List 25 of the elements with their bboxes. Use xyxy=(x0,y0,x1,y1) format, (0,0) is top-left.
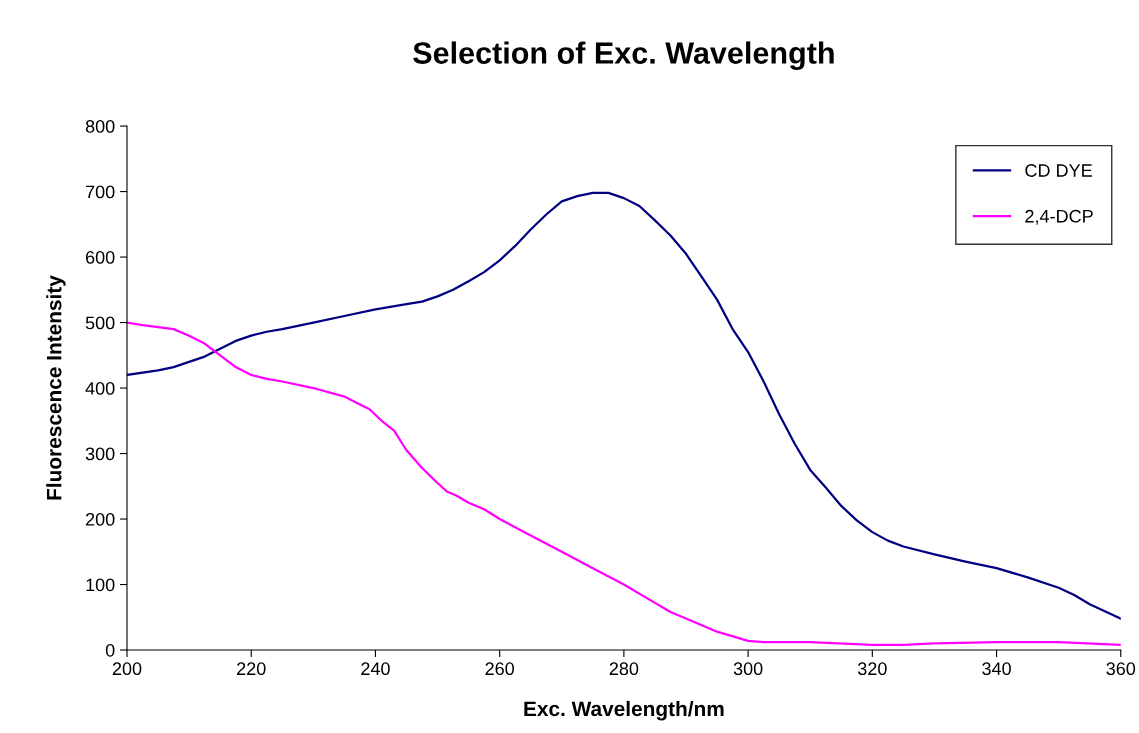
line-series xyxy=(127,191,1121,620)
x-tick-label: 200 xyxy=(112,662,142,676)
y-tick-label: 0 xyxy=(105,643,115,657)
x-tick-label: 300 xyxy=(733,662,763,676)
x-tick-label: 220 xyxy=(237,662,266,676)
y-tick-label: 400 xyxy=(85,381,115,395)
y-tick-label: 200 xyxy=(85,512,115,526)
y-tick-label: 800 xyxy=(85,120,115,133)
x-tick-label: 360 xyxy=(1106,662,1136,676)
x-tick-label: 240 xyxy=(361,662,390,676)
line-series xyxy=(127,321,1121,646)
y-axis-title: Fluorescence Intensity xyxy=(46,275,66,500)
y-tick-label: 100 xyxy=(86,578,115,592)
x-axis-title: Exc. Wavelength/nm xyxy=(524,700,724,721)
legend-label: CD DYE xyxy=(1025,164,1092,177)
x-tick-label: 320 xyxy=(857,662,887,676)
y-tick-label: 600 xyxy=(85,251,115,264)
x-tick-label: 340 xyxy=(982,662,1011,676)
x-tick-label: 280 xyxy=(609,662,639,676)
y-tick-label: 500 xyxy=(85,316,115,330)
legend-label: 2,4-DCP xyxy=(1025,209,1093,225)
chart-title: Selection of Exc. Wavelength xyxy=(413,41,834,71)
y-tick-label: 300 xyxy=(85,447,115,461)
x-tick-label: 260 xyxy=(485,662,515,676)
y-tick-label: 700 xyxy=(86,185,115,199)
